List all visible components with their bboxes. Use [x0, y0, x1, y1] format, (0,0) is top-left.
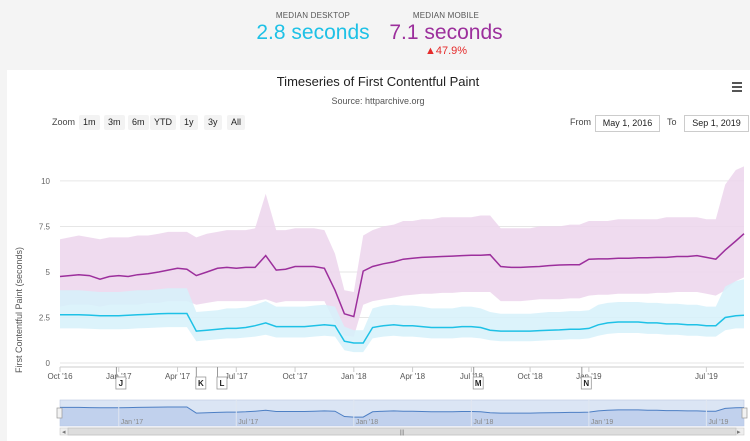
- to-label: To: [667, 117, 677, 127]
- median-mobile-label: MEDIAN MOBILE: [412, 11, 480, 20]
- flag-marker: [216, 376, 228, 390]
- y-tick-label: 10: [41, 177, 50, 186]
- mobile-percentile-band: [60, 166, 744, 337]
- y-tick-label: 2.5: [39, 313, 51, 322]
- x-tick-label: Jul '17: [225, 372, 248, 381]
- flag-label: K: [198, 379, 204, 388]
- x-tick-label: Jan '17: [106, 372, 132, 381]
- y-axis-label: First Contentful Paint (seconds): [14, 247, 24, 373]
- zoom-label: Zoom: [52, 117, 76, 127]
- flag-marker: [580, 376, 592, 390]
- navigator-tick-label: Jan '18: [356, 419, 378, 426]
- y-tick-label: 5: [46, 268, 51, 277]
- median-desktop-value: 2.8 seconds: [256, 21, 370, 44]
- x-tick-label: Jan '18: [341, 372, 367, 381]
- zoom-6m-button[interactable]: 6m: [128, 115, 149, 130]
- y-axis-ticks: 0 2.5 5 7.5 10: [39, 177, 51, 368]
- navigator-series-line: [60, 406, 745, 418]
- series-lines: [59, 233, 745, 344]
- x-tick-label: Jan '19: [576, 372, 602, 381]
- x-axis-ticks: Oct '16 Jan '17 Apr '17 Jul '17 Oct '17 Jan '…: [47, 366, 744, 381]
- chart-subtitle: Source: httparchive.org: [331, 96, 424, 106]
- desktop-median-line: [60, 312, 745, 344]
- to-date-input[interactable]: Sep 1, 2019: [684, 115, 749, 132]
- summary-header: MEDIAN DESKTOP 2.8 seconds MEDIAN MOBILE…: [0, 0, 750, 70]
- from-date-input[interactable]: May 1, 2016: [595, 115, 660, 132]
- navigator-tick-label: Jan '17: [121, 419, 143, 426]
- hamburger-menu-icon[interactable]: [732, 82, 742, 94]
- fcp-timeseries-chart: Timeseries of First Contentful Paint Sou…: [14, 74, 748, 436]
- flag-label: N: [583, 379, 589, 388]
- scroll-right-arrow-icon: ▸: [737, 429, 741, 436]
- scroll-left-arrow-icon: ◂: [62, 429, 66, 436]
- zoom-1m-button[interactable]: 1m: [79, 115, 100, 130]
- flag-label: M: [475, 379, 482, 388]
- zoom-3y-button[interactable]: 3y: [204, 115, 222, 130]
- x-tick-label: Oct '16: [47, 372, 73, 381]
- median-desktop-label: MEDIAN DESKTOP: [275, 11, 351, 20]
- navigator-left-handle: [56, 407, 63, 419]
- x-tick-label: Apr '18: [400, 372, 426, 381]
- navigator-scrollbar-thumb: [67, 427, 737, 436]
- navigator-right-handle: [741, 407, 748, 419]
- event-flags: J K L M N: [115, 367, 592, 390]
- navigator-tick-label: Jul '18: [473, 419, 493, 426]
- x-tick-label: Jul '19: [695, 372, 718, 381]
- range-navigator[interactable]: Jan '17 Jul '17 Jan '18 Jul '18 Jan '19 Jul '…: [56, 399, 748, 436]
- zoom-ytd-button[interactable]: YTD: [150, 115, 176, 130]
- x-tick-label: Apr '17: [165, 372, 191, 381]
- zoom-all-button[interactable]: All: [227, 115, 246, 130]
- flag-marker: [472, 376, 484, 390]
- flag-label: L: [220, 379, 225, 388]
- chart-title: Timeseries of First Contentful Paint: [277, 74, 480, 89]
- y-tick-label: 7.5: [39, 222, 51, 231]
- zoom-1y-button[interactable]: 1y: [180, 115, 198, 130]
- flag-marker: [115, 376, 127, 390]
- desktop-percentile-band: [60, 279, 744, 353]
- chart-panel: Zoom 1m 3m 6m YTD 1y 3y All From May 1, …: [7, 70, 750, 441]
- flag-marker: [195, 376, 207, 390]
- x-tick-label: Oct '17: [283, 372, 309, 381]
- percentile-bands: [60, 166, 744, 353]
- x-tick-label: Oct '18: [518, 372, 544, 381]
- median-mobile-value: 7.1 seconds: [389, 21, 503, 44]
- from-label: From: [570, 117, 591, 127]
- navigator-tick-label: Jul '17: [238, 419, 258, 426]
- flag-label: J: [119, 379, 123, 388]
- navigator-tick-label: Jan '19: [591, 419, 613, 426]
- median-mobile-change: ▲47.9%: [424, 45, 468, 57]
- x-tick-label: Jul '18: [460, 372, 483, 381]
- navigator-series-area: [60, 407, 744, 426]
- scrollbar-grip-icon: |||: [400, 430, 405, 436]
- navigator-tick-label: Jul '19: [708, 419, 728, 426]
- zoom-3m-button[interactable]: 3m: [104, 115, 125, 130]
- median-mobile: MEDIAN MOBILE 7.1 seconds ▲47.9%: [378, 11, 514, 57]
- mobile-median-line: [59, 233, 745, 318]
- median-desktop: MEDIAN DESKTOP 2.8 seconds: [245, 11, 381, 45]
- y-tick-label: 0: [46, 359, 51, 368]
